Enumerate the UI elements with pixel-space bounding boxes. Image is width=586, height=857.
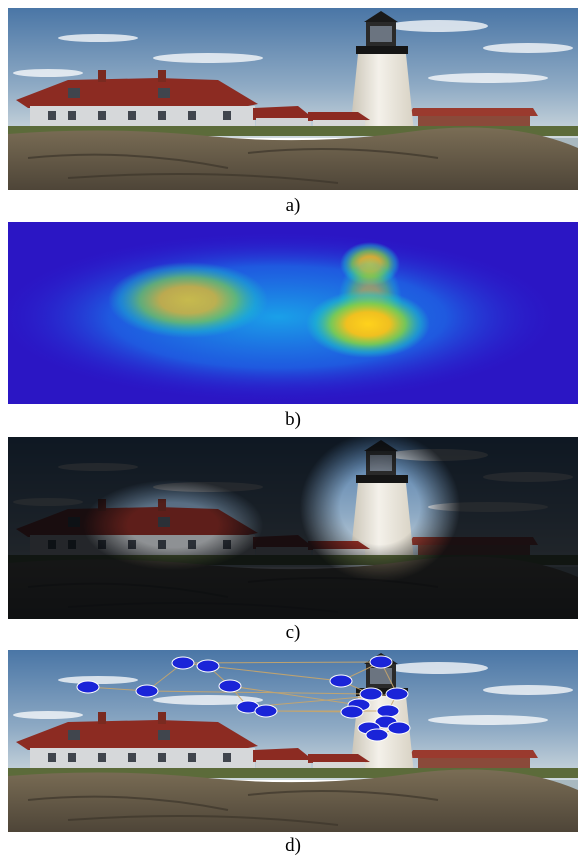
figure: a) b) c) d) — [0, 0, 586, 857]
caption: a) — [0, 195, 586, 217]
caption: d) — [0, 835, 586, 857]
saliency-map — [8, 222, 578, 404]
caption: c) — [0, 622, 586, 644]
photo — [8, 8, 578, 190]
masked-photo — [8, 437, 578, 619]
caption: b) — [0, 409, 586, 431]
scanpath — [8, 650, 578, 832]
